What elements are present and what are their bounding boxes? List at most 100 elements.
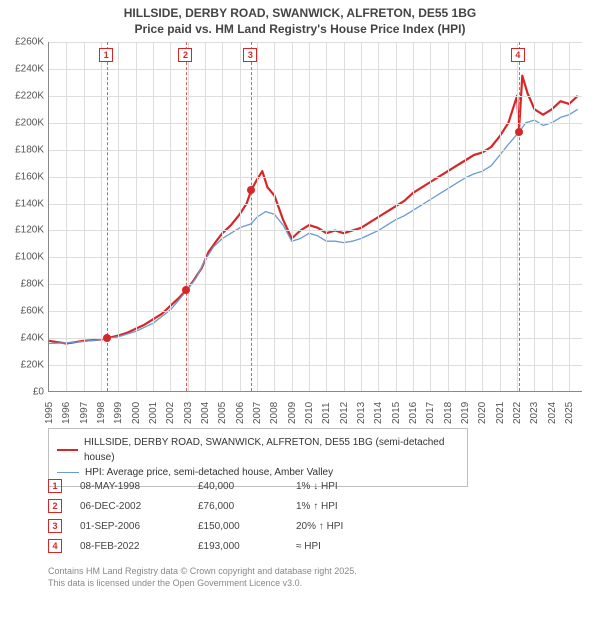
- ytick-label: £40K: [0, 333, 44, 344]
- sales-row: 408-FEB-2022£193,000≈ HPI: [48, 536, 376, 556]
- sales-row: 3 01-SEP-2006 £150,000 20% ↑ HPI: [48, 516, 376, 536]
- sale-marker-badge: 4: [511, 48, 525, 62]
- xtick-label: 2003: [183, 402, 194, 424]
- sales-row-price: £150,000: [198, 521, 278, 532]
- gridline-h: [49, 69, 582, 70]
- ytick-label: £80K: [0, 279, 44, 290]
- sales-row-badge: 2: [48, 499, 62, 513]
- ytick-label: £60K: [0, 306, 44, 317]
- gridline-v: [344, 42, 345, 391]
- gridline-v: [222, 42, 223, 391]
- xtick-label: 2008: [269, 402, 280, 424]
- gridline-v: [361, 42, 362, 391]
- gridline-v: [84, 42, 85, 391]
- sales-row-badge: 4: [48, 539, 62, 553]
- ytick-label: £100K: [0, 252, 44, 263]
- xtick-label: 2016: [408, 402, 419, 424]
- gridline-v: [448, 42, 449, 391]
- legend-swatch: [57, 472, 79, 473]
- sales-row-price: £40,000: [198, 481, 278, 492]
- xtick-label: 2005: [217, 402, 228, 424]
- ytick-label: £240K: [0, 63, 44, 74]
- sales-row-date: 01-SEP-2006: [80, 521, 180, 532]
- gridline-h: [49, 257, 582, 258]
- gridline-v: [534, 42, 535, 391]
- sale-marker-line: [251, 42, 252, 391]
- gridline-h: [49, 150, 582, 151]
- sales-row-badge: 3: [48, 519, 62, 533]
- sale-marker-badge: 3: [243, 48, 257, 62]
- plot-svg: [49, 42, 583, 392]
- gridline-v: [413, 42, 414, 391]
- xtick-label: 2017: [425, 402, 436, 424]
- sales-table: 1 08-MAY-1998 £40,000 1% ↓ HPI 2 06-DEC-2002 £…: [48, 476, 376, 556]
- sales-row: 1 08-MAY-1998 £40,000 1% ↓ HPI: [48, 476, 376, 496]
- chart-title-block: HILLSIDE, DERBY ROAD, SWANWICK, ALFRETON…: [0, 0, 600, 37]
- xtick-label: 1998: [96, 402, 107, 424]
- sales-row-diff: 1% ↓ HPI: [296, 481, 376, 492]
- sale-marker-badge: 1: [99, 48, 113, 62]
- xtick-label: 2025: [564, 402, 575, 424]
- title-line-2: Price paid vs. HM Land Registry's House …: [0, 22, 600, 38]
- gridline-v: [170, 42, 171, 391]
- sales-row-price: £76,000: [198, 501, 278, 512]
- gridline-v: [482, 42, 483, 391]
- gridline-v: [309, 42, 310, 391]
- gridline-v: [569, 42, 570, 391]
- xtick-label: 2010: [304, 402, 315, 424]
- ytick-label: £220K: [0, 90, 44, 101]
- sales-row-diff: 20% ↑ HPI: [296, 521, 376, 532]
- footer-note: Contains HM Land Registry data © Crown c…: [48, 566, 357, 589]
- xtick-label: 2004: [200, 402, 211, 424]
- xtick-label: 2021: [495, 402, 506, 424]
- gridline-h: [49, 123, 582, 124]
- gridline-v: [326, 42, 327, 391]
- legend-row: HILLSIDE, DERBY ROAD, SWANWICK, ALFRETON…: [57, 435, 459, 465]
- gridline-v: [465, 42, 466, 391]
- sales-row-diff: 1% ↑ HPI: [296, 501, 376, 512]
- plot-area: [48, 42, 582, 392]
- gridline-h: [49, 42, 582, 43]
- sales-row-date: 08-FEB-2022: [80, 541, 180, 552]
- xtick-label: 2002: [165, 402, 176, 424]
- xtick-label: 2015: [391, 402, 402, 424]
- xtick-label: 2020: [477, 402, 488, 424]
- gridline-h: [49, 230, 582, 231]
- ytick-label: £180K: [0, 144, 44, 155]
- gridline-v: [101, 42, 102, 391]
- gridline-h: [49, 96, 582, 97]
- gridline-h: [49, 204, 582, 205]
- sales-row-date: 08-MAY-1998: [80, 481, 180, 492]
- ytick-label: £20K: [0, 360, 44, 371]
- xtick-label: 2019: [460, 402, 471, 424]
- gridline-v: [136, 42, 137, 391]
- xtick-label: 2022: [512, 402, 523, 424]
- xtick-label: 2001: [148, 402, 159, 424]
- xtick-label: 2014: [373, 402, 384, 424]
- xtick-label: 2007: [252, 402, 263, 424]
- sale-point-marker: [515, 128, 523, 136]
- gridline-h: [49, 177, 582, 178]
- sales-row-date: 06-DEC-2002: [80, 501, 180, 512]
- gridline-v: [378, 42, 379, 391]
- gridline-h: [49, 284, 582, 285]
- gridline-v: [240, 42, 241, 391]
- ytick-label: £120K: [0, 225, 44, 236]
- title-line-1: HILLSIDE, DERBY ROAD, SWANWICK, ALFRETON…: [0, 6, 600, 22]
- xtick-label: 1997: [79, 402, 90, 424]
- xtick-label: 2012: [339, 402, 350, 424]
- gridline-v: [396, 42, 397, 391]
- sale-marker-line: [519, 42, 520, 391]
- gridline-v: [500, 42, 501, 391]
- series-price_paid: [49, 76, 578, 344]
- ytick-label: £200K: [0, 117, 44, 128]
- xtick-label: 1996: [61, 402, 72, 424]
- ytick-label: £160K: [0, 171, 44, 182]
- sales-row-badge: 1: [48, 479, 62, 493]
- sale-marker-line: [186, 42, 187, 391]
- gridline-v: [118, 42, 119, 391]
- xtick-label: 2013: [356, 402, 367, 424]
- gridline-v: [274, 42, 275, 391]
- xtick-label: 2011: [321, 402, 332, 424]
- sale-point-marker: [182, 286, 190, 294]
